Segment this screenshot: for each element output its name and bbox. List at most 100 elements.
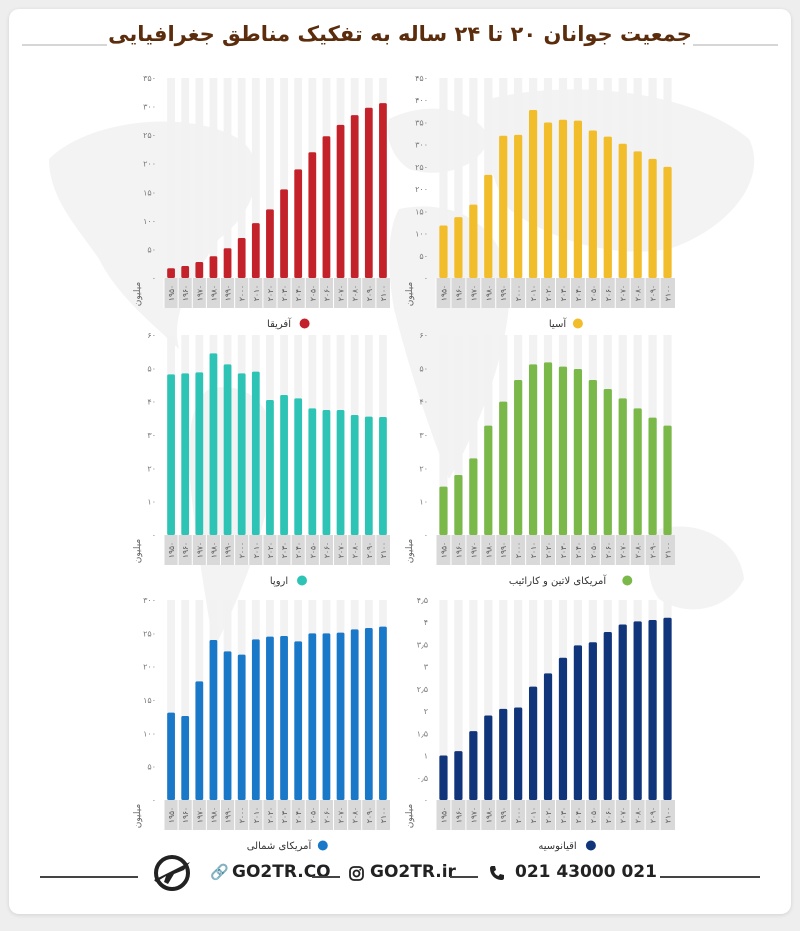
x-tick-label: ۲۰۷۰ [337, 542, 346, 558]
column-bg [209, 78, 218, 278]
chart-north-america: ۰ ۵۰ ۱۰۰ ۱۵۰ ۲۰۰ ۲۵۰ ۳۰۰ میلیون ۱۹۵۰ ۱۹۶۰ ۱۹۷۰ ۱۹۸۰… [133, 596, 390, 852]
x-tick-label: ۲۰۶۰ [322, 542, 331, 558]
x-tick-label: ۲۰۰۰ [514, 807, 523, 823]
x-tick-label: ۱۹۶۰ [454, 285, 463, 301]
airplane-logo [154, 855, 190, 891]
y-axis-label: میلیون [405, 804, 415, 829]
bar [223, 651, 232, 800]
title-line-right [693, 44, 778, 46]
x-tick-label: ۱۹۵۰ [167, 285, 176, 301]
y-tick-label: ۱۰۰ [143, 729, 156, 738]
y-tick-label: ۳۰ [419, 431, 428, 440]
y-tick-label: ۱۵۰ [143, 188, 156, 197]
x-tick-label: ۱۹۷۰ [195, 807, 204, 823]
x-tick-label: ۱۹۵۰ [167, 807, 176, 823]
legend-dot [299, 318, 310, 329]
column-bg [237, 78, 246, 278]
legend-label: آسیا [549, 317, 567, 330]
bar [558, 657, 568, 800]
x-tick-label: ۲۰۲۰ [544, 285, 553, 301]
bar [379, 103, 387, 278]
x-tick-label: ۲۰۰۰ [514, 285, 523, 301]
bar [618, 398, 627, 535]
column-bg [181, 600, 190, 800]
bar [633, 151, 642, 278]
bar [237, 654, 246, 800]
bar [543, 362, 553, 535]
x-tick-label: ۲۰۹۰ [649, 542, 658, 558]
website-ir-link[interactable]: GO2TR.ir [370, 862, 456, 882]
y-tick-label: ۲۵۰ [415, 163, 428, 172]
y-tick-label: ۲۰۰ [415, 185, 428, 194]
y-tick-label: ۴۵۰ [415, 74, 428, 83]
bar [618, 143, 627, 278]
x-tick-label: ۲۰۰۰ [514, 542, 523, 558]
column-bg [499, 600, 508, 800]
bar [439, 486, 448, 535]
bar [484, 425, 493, 535]
bar [573, 120, 583, 278]
instagram-icon [349, 866, 364, 881]
legend-dot [572, 318, 583, 329]
y-tick-label: ۲۰۰ [143, 160, 156, 169]
y-tick-label: ۲۰۰ [143, 663, 156, 672]
phone-number[interactable]: 021 43000 021 [515, 862, 657, 882]
x-tick-label: ۱۹۶۰ [454, 542, 463, 558]
bar [294, 169, 303, 278]
bar [308, 152, 317, 278]
x-tick-label: ۲۰۲۰ [266, 807, 275, 823]
x-tick-label: ۲۰۶۰ [604, 285, 613, 301]
bar [588, 642, 597, 800]
column-bg [223, 78, 232, 278]
x-tick-label: ۲۰۵۰ [589, 542, 598, 558]
bar [280, 395, 288, 535]
x-tick-label: ۲۰۲۰ [544, 807, 553, 823]
bar [663, 166, 672, 278]
bar [167, 712, 175, 800]
bar [603, 632, 612, 800]
y-tick-label: ۲ [424, 707, 428, 716]
x-tick-label: ۲۰۸۰ [351, 807, 360, 823]
bar [484, 174, 493, 278]
y-axis-label: میلیون [133, 282, 143, 307]
bar [618, 624, 627, 800]
y-tick-label: ۳۵۰ [415, 118, 428, 127]
bar [469, 204, 478, 278]
bar [223, 364, 232, 535]
bar [181, 373, 190, 535]
x-tick-label: ۲۰۱۰ [252, 285, 261, 301]
y-tick-label: ۱۰ [147, 498, 156, 507]
bar [454, 475, 463, 535]
x-tick-label: ۲۰۱۰ [252, 807, 261, 823]
y-tick-label: ۰ [152, 796, 156, 805]
x-tick-label: ۱۹۸۰ [209, 285, 218, 301]
x-tick-label: ۲۰۰۰ [238, 542, 247, 558]
x-tick-label: ۲۰۶۰ [322, 285, 331, 301]
x-tick-label: ۲۱۰۰ [379, 542, 388, 558]
x-tick-label: ۱۹۹۰ [499, 285, 508, 301]
column-bg [469, 600, 478, 800]
footer-sep-1 [312, 876, 340, 878]
bar [514, 707, 523, 800]
bar [350, 115, 359, 278]
column-bg [439, 78, 448, 278]
y-tick-label: ۴٫۵ [417, 596, 428, 605]
bar [294, 398, 303, 535]
bar [633, 408, 642, 535]
bar [209, 256, 218, 278]
x-tick-label: ۱۹۹۰ [224, 807, 233, 823]
x-tick-label: ۲۰۱۰ [252, 542, 261, 558]
x-tick-label: ۲۰۴۰ [294, 807, 303, 823]
y-tick-label: ۲٫۵ [417, 685, 428, 694]
legend-label: اقیانوسیه [538, 841, 576, 852]
page-title: جمعیت جوانان ۲۰ تا ۲۴ ساله به تفکیک مناط… [108, 22, 692, 46]
x-tick-label: ۱۹۷۰ [469, 285, 478, 301]
website-co-link[interactable]: GO2TR.CO [232, 862, 331, 882]
bar [603, 136, 612, 278]
x-tick-label: ۲۰۷۰ [619, 807, 628, 823]
y-tick-label: ۴ [424, 618, 428, 627]
bar [181, 266, 190, 278]
bar [195, 262, 204, 278]
phone-icon [490, 866, 504, 880]
